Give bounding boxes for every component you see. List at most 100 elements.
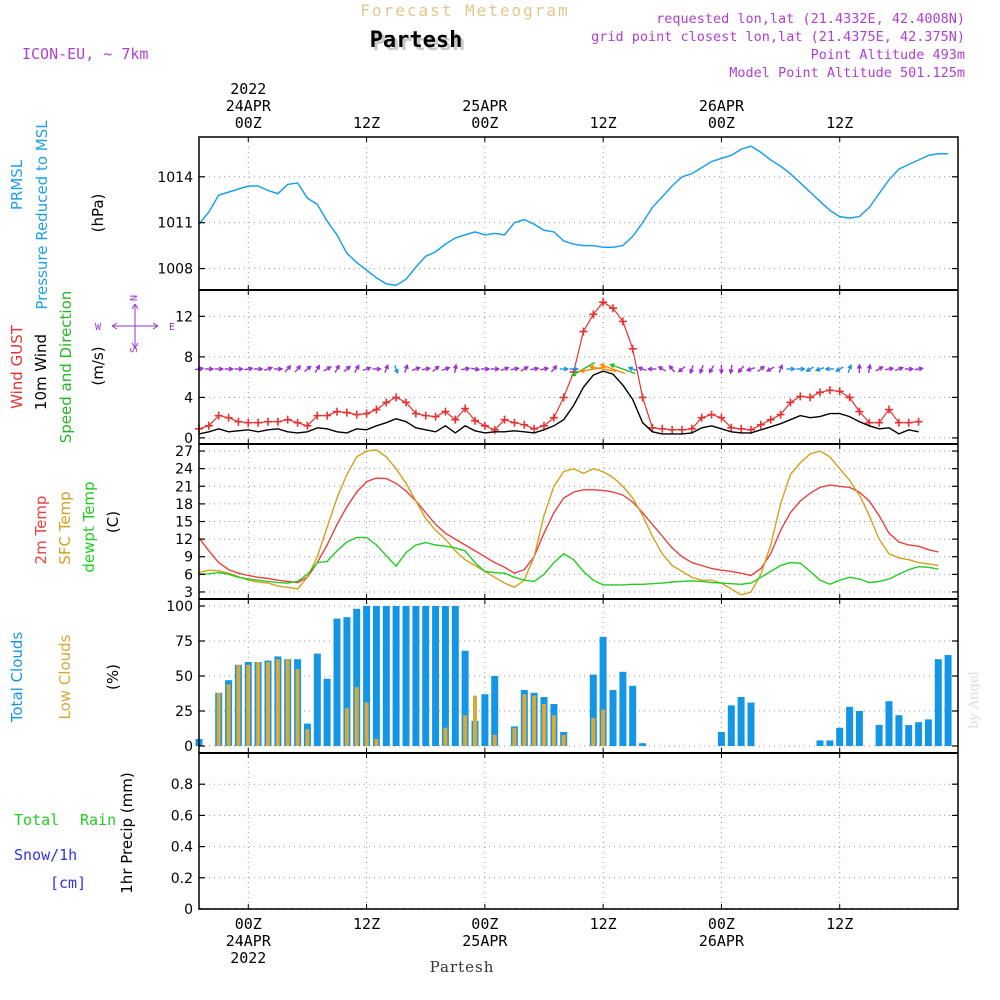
frame-layer <box>198 136 959 910</box>
wind-direction-arrow <box>314 364 321 373</box>
gust-marker <box>628 344 637 353</box>
total-cloud-bar <box>402 606 410 746</box>
gust-marker <box>855 407 864 416</box>
time-label-bottom: 12Z <box>353 915 380 933</box>
compass-s: S <box>129 347 140 353</box>
total-cloud-bar <box>589 674 597 746</box>
time-label-bottom: 00Z <box>708 915 735 933</box>
y-tick-label: 0 <box>184 902 193 918</box>
arrow-head <box>394 368 399 375</box>
pressure-label: PRMSL <box>8 159 26 210</box>
y-tick-label: 4 <box>184 390 193 406</box>
gust-marker <box>342 408 351 417</box>
wind-direction-arrow <box>334 364 340 373</box>
low-cloud-bar <box>266 662 270 746</box>
arrow-head <box>315 364 321 370</box>
y-tick-label: 12 <box>175 309 193 325</box>
time-label-bottom: 25APR <box>462 932 508 950</box>
gust-marker <box>382 398 391 407</box>
arrow-head <box>543 366 550 372</box>
grid-point-location: grid point closest lon,lat (21.4375E, 42… <box>591 29 965 45</box>
arrow-head <box>552 364 558 371</box>
wind-direction-arrow <box>263 366 274 372</box>
compass-n: N <box>129 295 140 301</box>
y-tick-label: 27 <box>175 444 193 460</box>
wind-direction-arrow <box>411 366 421 372</box>
time-label-bottom: 24APR <box>226 932 272 950</box>
total-cloud-bar <box>629 685 637 746</box>
wind-direction-arrow <box>757 365 765 373</box>
arrow-head <box>306 365 312 371</box>
total-cloud-bar <box>451 606 459 746</box>
gust-marker <box>461 404 470 413</box>
arrow-head <box>218 366 225 372</box>
total-cloud-bar <box>846 706 854 746</box>
arrow-head <box>354 364 360 370</box>
wind-direction-arrow <box>646 366 657 372</box>
gust-marker <box>520 420 529 429</box>
low-cloud-bar <box>246 664 251 746</box>
gust-marker <box>471 416 479 425</box>
total-cloud-bar <box>885 701 893 746</box>
total-cloud-bar <box>333 618 341 746</box>
wind-direction-arrow <box>708 365 715 374</box>
wind-direction-arrow <box>500 366 510 372</box>
gust-marker <box>875 418 884 427</box>
low-cloud-bar <box>364 702 369 746</box>
arrow-head <box>345 365 351 371</box>
total-cloud-bar <box>717 732 725 746</box>
pressure-line <box>198 145 949 287</box>
wind-direction-arrow <box>550 364 558 373</box>
arrow-head <box>523 366 529 371</box>
arrow-head <box>286 364 292 371</box>
low-cloud-bar <box>256 662 261 746</box>
wind-direction-arrow <box>254 366 264 372</box>
low-cloud-bar <box>443 727 448 746</box>
wind-direction-arrow <box>470 366 481 372</box>
y-tick-label: 50 <box>175 669 193 685</box>
time-label-top: 26APR <box>699 97 745 115</box>
time-label-top: 12Z <box>826 114 853 132</box>
gust-marker <box>697 413 706 422</box>
low-cloud-bar <box>542 704 546 746</box>
arrow-head <box>504 366 510 372</box>
y-tick-label: 0.4 <box>171 840 193 856</box>
gust-marker <box>362 409 371 418</box>
gust-marker <box>264 417 272 426</box>
sfc-temp-line <box>198 449 939 596</box>
gust-marker <box>599 298 608 307</box>
chart-subtitle: Forecast Meteogram <box>360 1 569 20</box>
arrow-head <box>699 368 704 375</box>
total-cloud-bar <box>816 740 824 746</box>
compass-e: E <box>169 322 175 333</box>
time-label-top: 00Z <box>235 114 262 132</box>
gust-marker <box>559 393 568 402</box>
arrow-head <box>445 366 451 372</box>
gust-marker <box>687 424 696 433</box>
y-tick-label: 24 <box>175 462 193 478</box>
total-cloud-bar <box>599 636 607 746</box>
wind-direction-arrow <box>354 364 360 373</box>
compass-icon <box>111 303 159 349</box>
arrow-head <box>267 366 274 372</box>
time-label-bottom: 00Z <box>235 915 262 933</box>
gust-label: Wind GUST <box>8 324 26 409</box>
total-cloud-bar <box>934 659 942 746</box>
total-cloud-bar <box>323 678 331 746</box>
total-cloud-bar <box>915 722 923 746</box>
low-cloud-bar <box>512 727 517 746</box>
arrow-head <box>805 367 811 372</box>
gust-marker <box>894 418 903 427</box>
gust-marker <box>806 393 815 402</box>
arrow-head <box>737 368 743 374</box>
wind-direction-arrow <box>461 366 471 372</box>
wind-direction-arrow <box>778 363 784 374</box>
wind-direction-arrow <box>699 365 704 375</box>
total-cloud-bar <box>313 653 321 746</box>
y-tick-label: 12 <box>175 532 193 548</box>
wind-direction-arrow <box>689 365 694 375</box>
low-cloud-bar <box>236 664 241 746</box>
wind-direction-arrow <box>847 363 853 374</box>
wind-direction-arrow <box>627 366 637 372</box>
arrow-head <box>599 363 605 369</box>
